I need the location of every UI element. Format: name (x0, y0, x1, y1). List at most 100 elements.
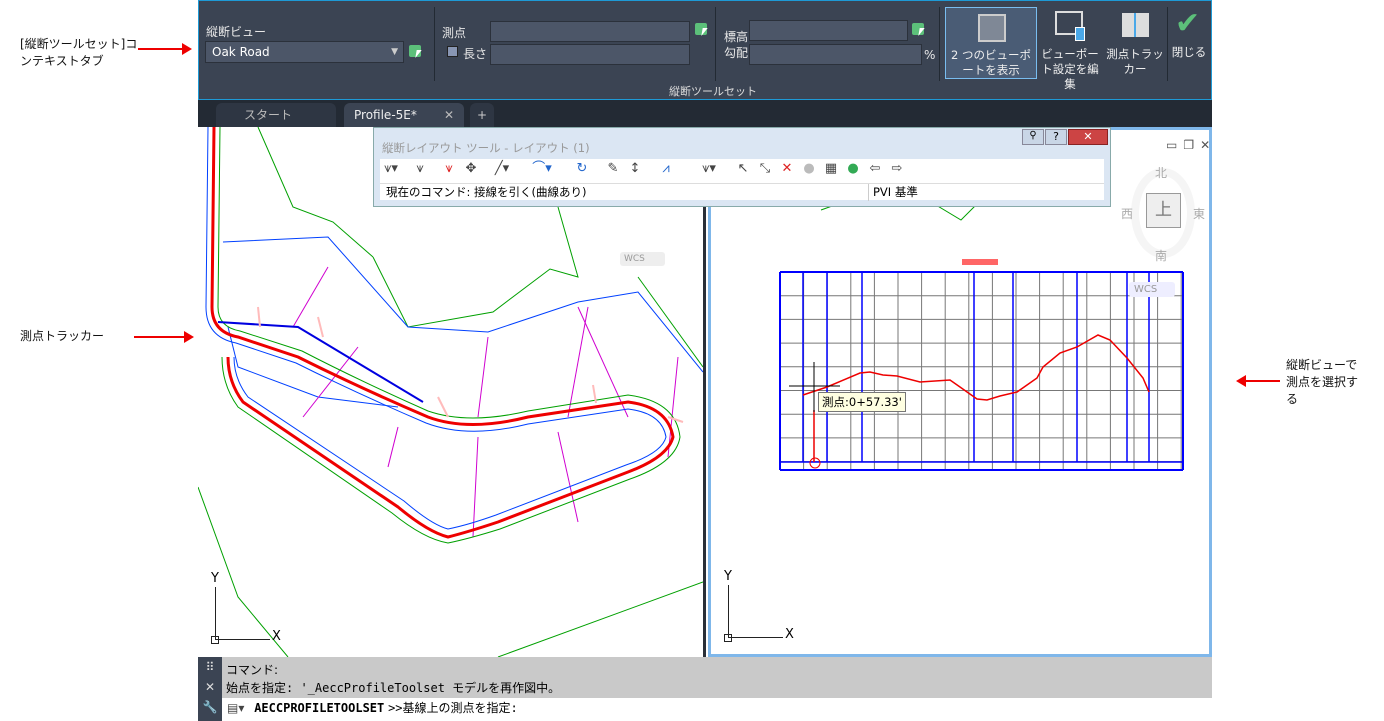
show-two-viewports-button[interactable]: 2 つのビューポートを表示 (945, 7, 1037, 79)
delete-segment-icon[interactable]: ✕ (781, 161, 793, 176)
command-history-1: コマンド: (226, 663, 279, 677)
layout-toolbar: ⩛▾ ⩛ ⩛ ✥ ╱▾ ⌒▾ ↻ ✎ ↕ ⩘ ⩛▾ ↖ ⤡ ✕ ● ▦ ● ⇦ ⇨ (380, 159, 1104, 183)
pvi-basis: PVI 基準 (868, 184, 918, 201)
edit-pvi-icon[interactable]: ✎ (607, 161, 619, 176)
length-field[interactable] (490, 44, 690, 65)
profile-view-label: 縦断ビュー (206, 25, 267, 39)
pin-icon[interactable]: ⚲ (1022, 129, 1044, 145)
grade-field[interactable] (749, 44, 922, 65)
delete-pvi-icon[interactable]: ⩛ (445, 161, 453, 176)
tab-label: Profile-5E* (354, 108, 417, 122)
annotation-context-tab: [縦断ツールセット]コンテキストタブ (20, 37, 138, 68)
command-name: AECCPROFILETOOLSET (254, 701, 385, 715)
customize-wrench-icon[interactable]: 🔧 (202, 700, 218, 714)
station-tracker-icon (1122, 13, 1149, 37)
sub-entity-icon[interactable]: ⩛▾ (702, 161, 716, 176)
edit-viewport-settings-label: ビューポート設定を編集 (1041, 47, 1099, 91)
profile-title-block (962, 259, 998, 265)
station-label: 測点 (442, 26, 467, 40)
close-button[interactable]: ✔ 閉じる (1169, 7, 1209, 79)
close-tab-icon[interactable]: ✕ (443, 108, 454, 122)
entity-editor-icon[interactable]: ● (803, 161, 815, 176)
checkmark-icon: ✔ (1175, 6, 1201, 41)
profile-view-drawing (779, 189, 1184, 471)
viewcube[interactable]: 北 西 東 南 上 (1121, 158, 1205, 268)
station-tracker-label: 測点トラッカー (1106, 47, 1164, 76)
document-tabs: スタート Profile-5E* ✕ + (198, 100, 1212, 127)
profile-view-value: Oak Road (212, 45, 270, 59)
pick-station-icon[interactable] (695, 23, 707, 35)
viewcube-east[interactable]: 東 (1193, 207, 1206, 221)
viewcube-top-face[interactable]: 上 (1146, 193, 1181, 228)
close-label: 閉じる (1171, 45, 1207, 59)
redo-icon[interactable]: ⇨ (891, 161, 903, 176)
wcs-menu-right[interactable]: WCS (1129, 282, 1175, 297)
profile-view-dropdown[interactable]: Oak Road ▼ (205, 41, 404, 63)
profile-layout-tools-window[interactable]: 縦断レイアウト ツール - レイアウト (1) ⚲ ? ✕ ⩛▾ ⩛ ⩛ ✥ ╱▾ ⌒▾ ↻… (373, 127, 1111, 207)
pick-profile-view-icon[interactable] (409, 45, 421, 57)
undo-icon[interactable]: ⇦ (869, 161, 881, 176)
profile-line[interactable] (802, 334, 1150, 401)
close-window-icon[interactable]: ✕ (1068, 129, 1108, 145)
pick-elevation-icon[interactable] (912, 23, 924, 35)
arrow-context-tab (138, 43, 192, 55)
y-axis-label: Y (724, 569, 732, 584)
help-icon[interactable]: ? (1045, 129, 1067, 145)
divider (1167, 7, 1168, 81)
curve-icon[interactable]: ⌒▾ (532, 161, 552, 176)
station-field[interactable] (490, 21, 690, 42)
command-line-handle[interactable]: ⠿ ✕ 🔧 (198, 657, 222, 721)
command-input[interactable]: ▤▾ AECCPROFILETOOLSET >>基線上の測点を指定: (222, 698, 1212, 721)
x-axis-label: X (785, 627, 794, 642)
new-tab-button[interactable]: + (470, 103, 494, 127)
draw-tangent-icon[interactable]: ╱▾ (494, 161, 510, 176)
insert-pvi-icon[interactable]: ⩛ (416, 161, 424, 176)
tab-start[interactable]: スタート (216, 103, 336, 127)
arrow-select-station (1236, 375, 1280, 387)
grid-view-icon[interactable]: ▦ (824, 161, 838, 176)
profile-properties-icon[interactable]: ● (847, 161, 859, 176)
elevation-field[interactable] (749, 20, 908, 41)
profile-viewport[interactable]: ▭❐✕ 北 西 東 南 上 WCS 測点:0+57.33' Y X (708, 127, 1212, 657)
viewcube-south[interactable]: 南 (1155, 249, 1168, 263)
layout-tools-title: 縦断レイアウト ツール - レイアウト (1) (382, 141, 590, 155)
x-axis-label: X (272, 629, 281, 644)
length-checkbox[interactable] (447, 46, 458, 57)
pvi-tools-icon[interactable]: ⩛▾ (384, 161, 398, 176)
two-viewports-icon (978, 14, 1006, 42)
command-prompt-icon: ▤▾ (227, 701, 245, 715)
current-command: 現在のコマンド: 接線を引く(曲線あり) (386, 185, 587, 199)
delete-entity-icon[interactable]: ⤡ (759, 161, 771, 176)
chevron-down-icon: ▼ (391, 47, 398, 57)
edit-viewport-settings-button[interactable]: ビューポート設定を編集 (1039, 7, 1101, 91)
plan-viewport[interactable]: WCS Y X (197, 126, 723, 658)
annotation-station-tracker: 測点トラッカー (20, 329, 105, 343)
wcs-menu-left[interactable]: WCS (620, 252, 665, 266)
station-tracker-button[interactable]: 測点トラッカー (1105, 7, 1165, 79)
select-pvi-icon[interactable]: ↖ (737, 161, 749, 176)
viewport-settings-icon (1055, 11, 1085, 41)
y-axis-label: Y (211, 571, 219, 586)
copy-profile-icon[interactable]: ⩘ (662, 161, 670, 176)
move-pvi-icon[interactable]: ✥ (465, 161, 477, 176)
raise-lower-icon[interactable]: ↕ (629, 161, 641, 176)
convert-icon[interactable]: ↻ (576, 161, 588, 176)
command-prompt-text: >>基線上の測点を指定: (388, 701, 518, 715)
grade-unit: % (924, 48, 936, 62)
plan-drawing (197, 126, 723, 658)
show-two-viewports-label: 2 つのビューポートを表示 (951, 48, 1031, 77)
tab-profile-5e[interactable]: Profile-5E* ✕ (344, 103, 464, 127)
panel-title: 縦断ツールセット (669, 85, 757, 98)
arrow-station-tracker (134, 331, 194, 343)
ribbon-profile-toolset: 縦断ビュー Oak Road ▼ 測点 長さ 標高 勾配 % 縦断ツールセット 2… (198, 0, 1212, 100)
annotation-select-station: 縦断ビューで測点を選択する (1286, 358, 1359, 406)
command-history-2: 始点を指定: '_AeccProfileToolset モデルを再作図中。 (226, 681, 561, 695)
station-marker (809, 457, 821, 469)
viewcube-north[interactable]: 北 (1155, 166, 1168, 180)
viewport-window-controls[interactable]: ▭❐✕ (1166, 138, 1217, 152)
length-label: 長さ (463, 47, 488, 61)
ucs-icon-left: Y X (208, 571, 288, 647)
ucs-icon-right: Y X (721, 569, 801, 645)
viewcube-west[interactable]: 西 (1121, 207, 1134, 221)
close-command-icon[interactable]: ✕ (204, 680, 216, 694)
